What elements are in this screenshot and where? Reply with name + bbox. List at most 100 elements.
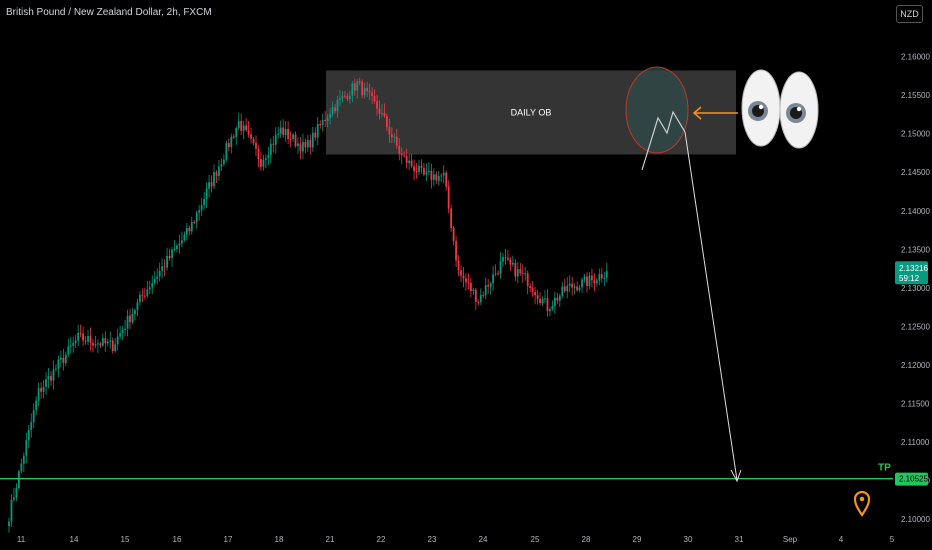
candle-body[interactable]: [568, 283, 571, 286]
candle-body[interactable]: [218, 166, 220, 176]
map-pin-icon[interactable]: [853, 490, 871, 517]
candle-body[interactable]: [57, 359, 60, 369]
candle-body[interactable]: [388, 127, 391, 135]
candle-body[interactable]: [42, 386, 45, 392]
candle-body[interactable]: [10, 499, 13, 522]
candle-body[interactable]: [64, 354, 67, 363]
candle-body[interactable]: [583, 276, 586, 280]
candle-body[interactable]: [440, 175, 443, 177]
candle-body[interactable]: [213, 172, 215, 187]
candle-body[interactable]: [549, 309, 551, 311]
candle-body[interactable]: [455, 240, 457, 261]
candle-body[interactable]: [94, 344, 97, 346]
candle-body[interactable]: [176, 245, 178, 249]
candle-body[interactable]: [593, 280, 596, 284]
candle-body[interactable]: [299, 143, 302, 152]
candle-body[interactable]: [121, 330, 124, 334]
candle-body[interactable]: [297, 143, 299, 147]
candle-body[interactable]: [487, 285, 490, 287]
candle-body[interactable]: [153, 278, 156, 284]
candle-body[interactable]: [311, 132, 314, 148]
candle-body[interactable]: [306, 140, 309, 148]
candle-body[interactable]: [173, 248, 176, 250]
candle-body[interactable]: [368, 91, 371, 93]
candle-body[interactable]: [381, 112, 383, 114]
candle-body[interactable]: [77, 332, 80, 341]
candle-body[interactable]: [474, 289, 477, 302]
candle-body[interactable]: [92, 342, 94, 346]
candle-body[interactable]: [319, 124, 322, 126]
candle-body[interactable]: [47, 376, 50, 380]
candle-body[interactable]: [235, 128, 238, 138]
candle-body[interactable]: [452, 228, 455, 241]
candle-body[interactable]: [277, 133, 280, 135]
candle-body[interactable]: [269, 143, 272, 156]
candle-body[interactable]: [558, 295, 561, 301]
currency-badge[interactable]: NZD: [896, 5, 923, 23]
candle-body[interactable]: [541, 299, 544, 304]
candle-body[interactable]: [492, 274, 495, 284]
candle-body[interactable]: [566, 285, 569, 292]
candle-body[interactable]: [586, 276, 588, 286]
candle-body[interactable]: [282, 127, 285, 135]
candle-body[interactable]: [588, 275, 591, 286]
candle-body[interactable]: [600, 274, 603, 279]
candle-body[interactable]: [87, 336, 89, 342]
candle-body[interactable]: [227, 142, 230, 148]
candle-body[interactable]: [289, 138, 292, 140]
candle-body[interactable]: [499, 261, 502, 274]
candle-body[interactable]: [465, 278, 467, 283]
candle-body[interactable]: [158, 270, 161, 277]
candle-body[interactable]: [460, 270, 462, 276]
candle-body[interactable]: [598, 274, 601, 281]
candle-body[interactable]: [553, 297, 556, 306]
candle-body[interactable]: [398, 145, 401, 154]
candle-body[interactable]: [252, 138, 255, 143]
candle-body[interactable]: [67, 346, 70, 355]
candle-body[interactable]: [22, 455, 25, 464]
candle-body[interactable]: [591, 275, 593, 281]
candle-body[interactable]: [255, 142, 257, 149]
candle-body[interactable]: [531, 288, 534, 293]
candle-body[interactable]: [494, 273, 497, 275]
candle-body[interactable]: [84, 340, 87, 342]
candle-body[interactable]: [139, 294, 141, 303]
candle-body[interactable]: [366, 87, 369, 92]
candle-body[interactable]: [395, 136, 398, 146]
candle-body[interactable]: [245, 125, 248, 131]
candle-body[interactable]: [161, 266, 164, 271]
candle-body[interactable]: [415, 171, 418, 173]
candle-body[interactable]: [200, 205, 203, 211]
candle-body[interactable]: [136, 302, 139, 311]
candle-body[interactable]: [35, 400, 38, 411]
candle-body[interactable]: [262, 159, 265, 167]
candle-body[interactable]: [378, 108, 381, 114]
current-price-marker[interactable]: [895, 261, 928, 285]
candle-body[interactable]: [55, 368, 57, 370]
candle-body[interactable]: [344, 95, 346, 97]
candle-body[interactable]: [371, 92, 373, 96]
candle-body[interactable]: [62, 357, 65, 363]
candle-body[interactable]: [272, 143, 275, 145]
candle-body[interactable]: [390, 134, 393, 138]
candle-body[interactable]: [106, 341, 109, 344]
candle-body[interactable]: [156, 276, 159, 279]
candle-body[interactable]: [489, 283, 492, 287]
candle-body[interactable]: [250, 134, 252, 139]
candle-body[interactable]: [556, 297, 559, 301]
candle-body[interactable]: [405, 156, 408, 164]
candle-body[interactable]: [232, 136, 235, 138]
candle-body[interactable]: [181, 240, 183, 244]
candle-body[interactable]: [69, 345, 72, 347]
candle-body[interactable]: [423, 167, 425, 175]
candle-body[interactable]: [111, 340, 114, 352]
candle-body[interactable]: [578, 287, 581, 291]
candle-body[interactable]: [536, 295, 539, 299]
candle-body[interactable]: [442, 172, 445, 176]
candle-body[interactable]: [82, 333, 84, 341]
candle-body[interactable]: [188, 228, 191, 232]
candle-body[interactable]: [358, 81, 361, 83]
candle-body[interactable]: [447, 186, 450, 209]
candle-body[interactable]: [257, 148, 260, 160]
candle-body[interactable]: [413, 166, 415, 172]
